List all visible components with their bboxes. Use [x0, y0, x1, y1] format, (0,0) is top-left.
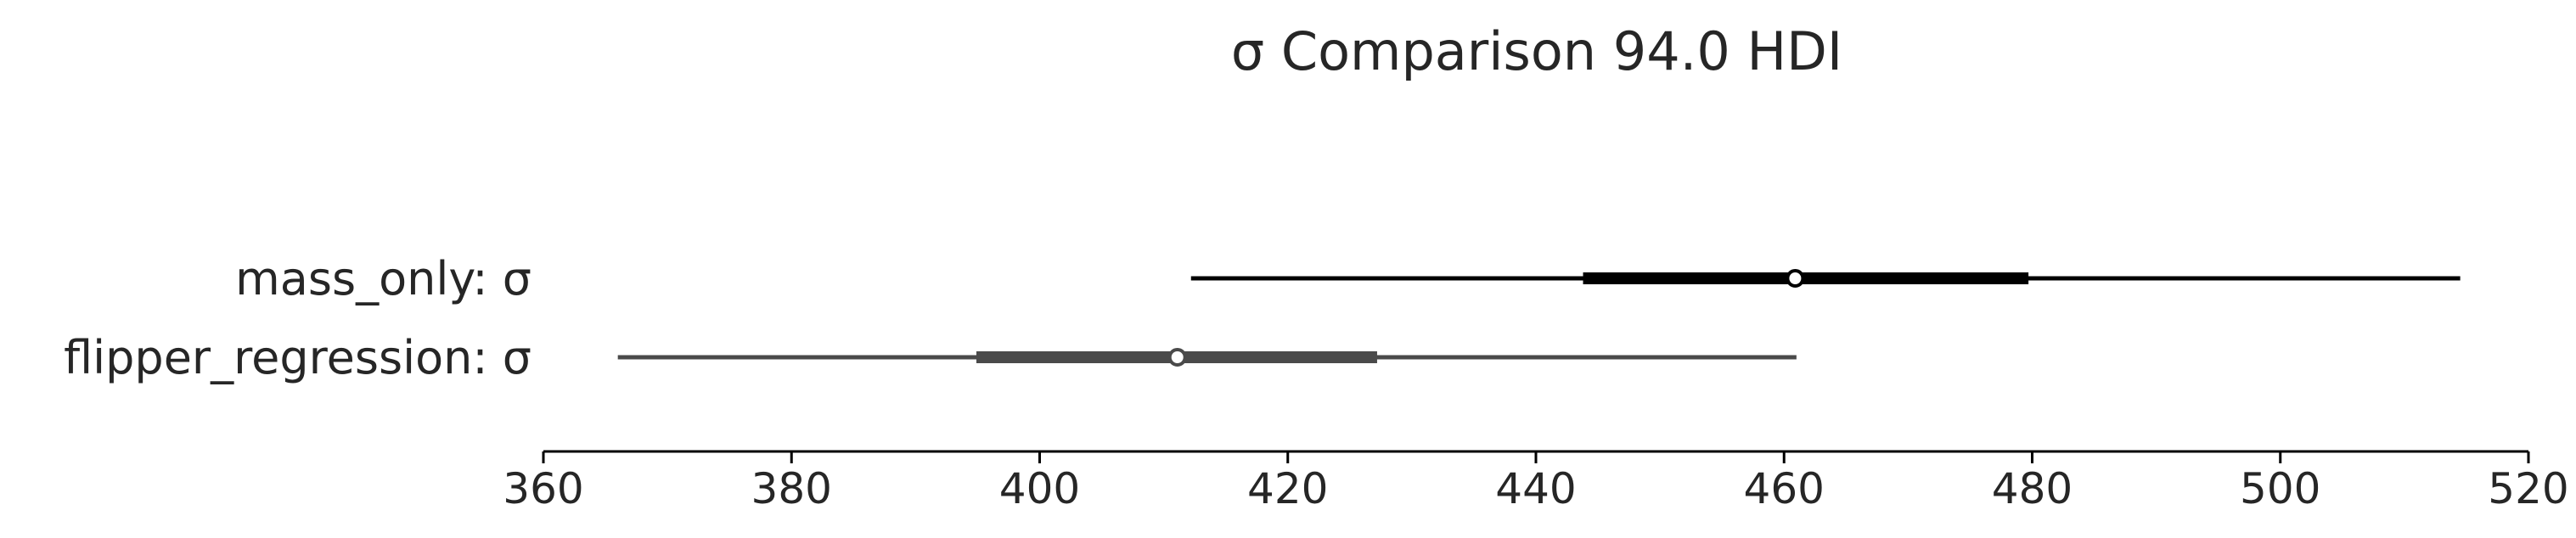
row-label: mass_only: σ	[235, 252, 532, 305]
point-estimate-marker	[1786, 269, 1805, 288]
x-tick-label: 500	[2240, 464, 2320, 513]
x-tick-label: 420	[1247, 464, 1328, 513]
forest-row: flipper_regression: σ	[64, 331, 1797, 384]
row-label: flipper_regression: σ	[64, 331, 532, 384]
x-axis-ticks: 360 380 400 420 440 460 480 500 520	[503, 451, 2569, 513]
x-tick-label: 400	[999, 464, 1080, 513]
chart-title: σ Comparison 94.0 HDI	[1231, 20, 1842, 82]
point-estimate-marker	[1167, 348, 1187, 367]
x-tick-label: 520	[2488, 464, 2568, 513]
forest-rows: mass_only: σ flipper_regression: σ	[64, 252, 2461, 384]
x-tick-label: 480	[1992, 464, 2073, 513]
forest-row: mass_only: σ	[235, 252, 2461, 305]
x-tick-label: 460	[1744, 464, 1825, 513]
x-tick-label: 380	[751, 464, 832, 513]
x-tick-label: 440	[1495, 464, 1576, 513]
x-tick-label: 360	[503, 464, 583, 513]
